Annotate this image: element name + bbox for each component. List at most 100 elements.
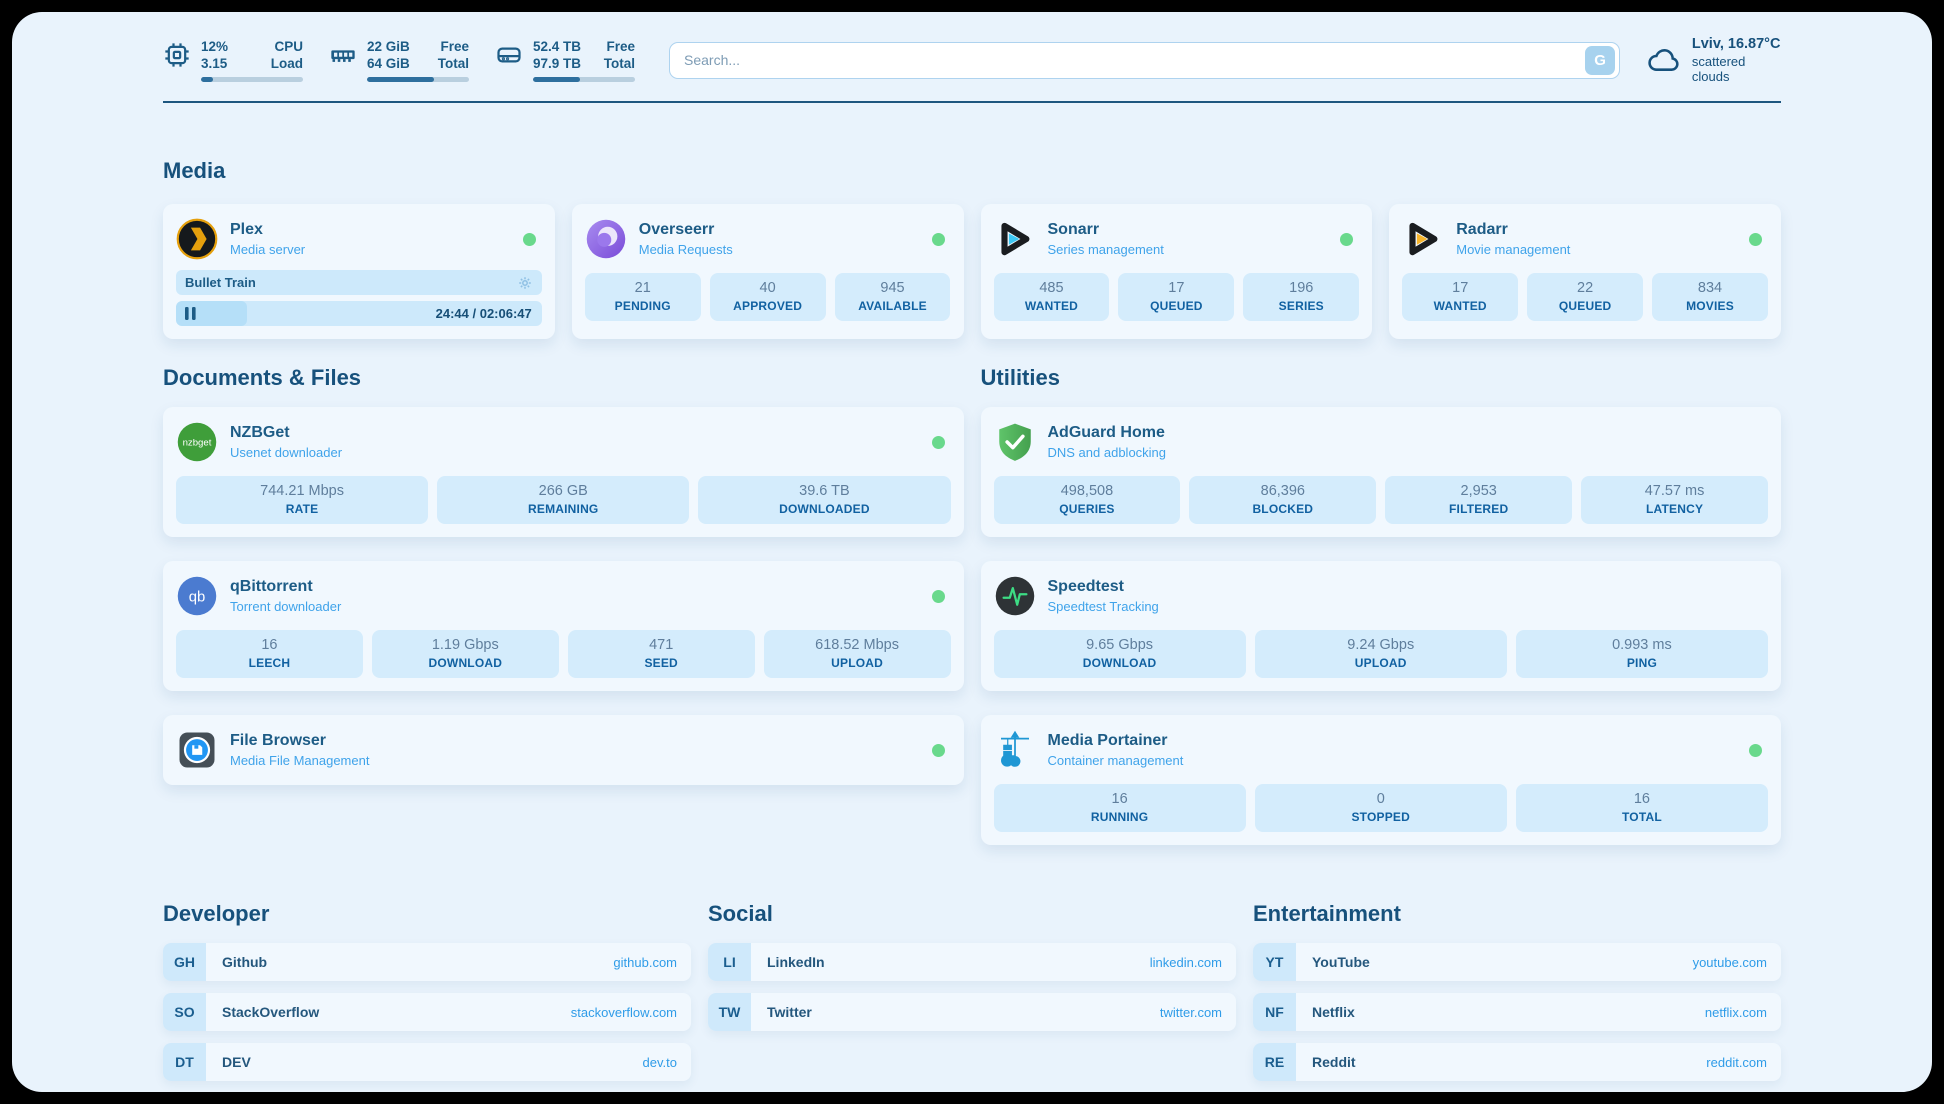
section-heading-social: Social <box>708 901 773 926</box>
qbittorrent-status-dot <box>931 589 945 603</box>
radarr-card[interactable]: Radarr Movie management 17 WANTED 22 QUE… <box>1389 204 1781 339</box>
nzbget-card[interactable]: nzbget NZBGet Usenet downloader 744.21 M… <box>163 407 964 537</box>
sonarr-card[interactable]: Sonarr Series management 485 WANTED 17 Q… <box>980 204 1373 339</box>
section-utilities: Utilities AdGuard Home <box>980 365 1781 845</box>
plex-card[interactable]: Plex Media server Bullet Train <box>163 204 555 339</box>
nzbget-title: NZBGet <box>230 424 290 441</box>
portainer-stat-stopped: 0 STOPPED <box>1254 784 1507 832</box>
overseerr-title: Overseerr <box>638 221 715 238</box>
plex-status-dot <box>522 232 536 246</box>
nzbget-stat-downloaded: 39.6 TB DOWNLOADED <box>698 476 951 524</box>
disk-usage-bar <box>533 77 635 82</box>
twitter-abbr-icon: TW <box>708 993 751 1031</box>
ram-total-label: Total <box>437 56 469 71</box>
cloud-icon <box>1648 49 1679 71</box>
link-stackoverflow[interactable]: SO StackOverflow stackoverflow.com <box>163 993 691 1031</box>
section-developer: Developer GH Github github.com SO StackO… <box>163 901 691 1092</box>
qbittorrent-title: qBittorrent <box>230 578 313 595</box>
portainer-card[interactable]: Media Portainer Container management 16 … <box>980 715 1781 845</box>
sonarr-subtitle: Series management <box>1047 242 1164 257</box>
adguard-card[interactable]: AdGuard Home DNS and adblocking 498,508 … <box>980 407 1781 537</box>
section-heading-documents: Documents & Files <box>163 365 362 390</box>
radarr-subtitle: Movie management <box>1456 242 1571 257</box>
section-entertainment: Entertainment YT YouTube youtube.com NF … <box>1253 901 1781 1092</box>
sonarr-status-dot <box>1340 232 1354 246</box>
overseerr-icon <box>585 218 627 260</box>
pause-icon[interactable] <box>185 307 196 320</box>
portainer-status-dot <box>1749 743 1762 757</box>
adguard-title: AdGuard Home <box>1047 424 1165 441</box>
disk-icon <box>497 47 521 63</box>
weather-location-temp: Lviv, 16.87°C <box>1691 36 1781 52</box>
ram-free-label: Free <box>440 39 469 54</box>
sonarr-stat-queued: 17 QUEUED <box>1118 273 1235 321</box>
section-heading-media: Media <box>163 158 226 183</box>
section-heading-entertainment: Entertainment <box>1253 901 1401 926</box>
cpu-usage-value: 12% <box>201 39 229 54</box>
link-twitter[interactable]: TW Twitter twitter.com <box>708 993 1236 1031</box>
svg-text:nzbget: nzbget <box>183 438 212 449</box>
overseerr-subtitle: Media Requests <box>638 242 733 257</box>
sonarr-icon <box>994 218 1036 260</box>
adguard-stat-blocked: 86,396 BLOCKED <box>1189 476 1377 524</box>
header-bar: 12% CPU 3.15 Load <box>163 36 1781 84</box>
ram-total-value: 64 GiB <box>367 56 410 71</box>
svg-text:qb: qb <box>189 589 206 605</box>
speedtest-card[interactable]: Speedtest Speedtest Tracking 9.65 Gbps D… <box>980 561 1781 691</box>
search-engine-button[interactable]: G <box>1585 45 1616 75</box>
disk-stat: 52.4 TB Free 97.9 TB Total <box>495 38 635 82</box>
overseerr-stat-approved: 40 APPROVED <box>709 273 826 321</box>
search-input[interactable] <box>684 52 1586 68</box>
dev-abbr-icon: DT <box>163 1043 206 1081</box>
overseerr-status-dot <box>931 232 945 246</box>
link-dev[interactable]: DT DEV dev.to <box>163 1043 691 1081</box>
cpu-stat: 12% CPU 3.15 Load <box>163 38 303 82</box>
qbittorrent-card[interactable]: qb qBittorrent Torrent downloader 16 LEE… <box>163 561 964 691</box>
section-heading-utilities: Utilities <box>980 365 1060 390</box>
adguard-stat-filtered: 2,953 FILTERED <box>1385 476 1573 524</box>
speedtest-stat-upload: 9.24 Gbps UPLOAD <box>1254 630 1507 678</box>
disk-free-value: 52.4 TB <box>533 39 582 54</box>
nzbget-status-dot <box>931 435 945 449</box>
link-linkedin[interactable]: LI LinkedIn linkedin.com <box>708 943 1236 981</box>
adguard-subtitle: DNS and adblocking <box>1047 445 1167 460</box>
speedtest-icon <box>994 575 1036 617</box>
plex-playback-time: 24:44 / 02:06:47 <box>435 306 532 321</box>
cpu-usage-bar <box>201 77 303 82</box>
link-netflix[interactable]: NF Netflix netflix.com <box>1253 993 1781 1031</box>
cpu-icon <box>165 43 189 67</box>
gear-icon[interactable] <box>517 275 533 291</box>
section-documents-files: Documents & Files nzbget NZBGet Usenet d… <box>163 365 964 785</box>
speedtest-stat-download: 9.65 Gbps DOWNLOAD <box>993 630 1246 678</box>
section-social: Social LI LinkedIn linkedin.com TW Twitt… <box>708 901 1236 1092</box>
github-abbr-icon: GH <box>163 943 206 981</box>
header-divider <box>163 101 1781 103</box>
filebrowser-subtitle: Media File Management <box>230 753 370 768</box>
linkedin-abbr-icon: LI <box>708 943 751 981</box>
plex-icon <box>176 218 218 260</box>
dashboard-panel: 12% CPU 3.15 Load <box>12 12 1932 1092</box>
netflix-abbr-icon: NF <box>1253 993 1296 1031</box>
disk-total-value: 97.9 TB <box>533 56 582 71</box>
link-reddit[interactable]: RE Reddit reddit.com <box>1253 1043 1781 1081</box>
plex-subtitle: Media server <box>230 242 306 257</box>
overseerr-stat-pending: 21 PENDING <box>584 273 701 321</box>
nzbget-subtitle: Usenet downloader <box>230 445 343 460</box>
radarr-stat-movies: 834 MOVIES <box>1652 273 1768 321</box>
filebrowser-title: File Browser <box>230 732 327 749</box>
plex-progress-bar[interactable]: 24:44 / 02:06:47 <box>176 301 542 326</box>
disk-total-label: Total <box>603 56 635 71</box>
section-heading-developer: Developer <box>163 901 270 926</box>
link-youtube[interactable]: YT YouTube youtube.com <box>1253 943 1781 981</box>
youtube-abbr-icon: YT <box>1253 943 1296 981</box>
overseerr-stat-available: 945 AVAILABLE <box>834 273 951 321</box>
radarr-stat-queued: 22 QUEUED <box>1527 273 1644 321</box>
overseerr-card[interactable]: Overseerr Media Requests 21 PENDING 40 A… <box>571 204 964 339</box>
link-github[interactable]: GH Github github.com <box>163 943 691 981</box>
adguard-stat-latency: 47.57 ms LATENCY <box>1581 476 1768 524</box>
plex-now-playing: Bullet Train <box>176 270 542 295</box>
nzbget-icon: nzbget <box>176 421 218 463</box>
filebrowser-card[interactable]: File Browser Media File Management <box>163 715 964 785</box>
filebrowser-status-dot <box>931 743 945 757</box>
cpu-load-value: 3.15 <box>201 56 228 71</box>
